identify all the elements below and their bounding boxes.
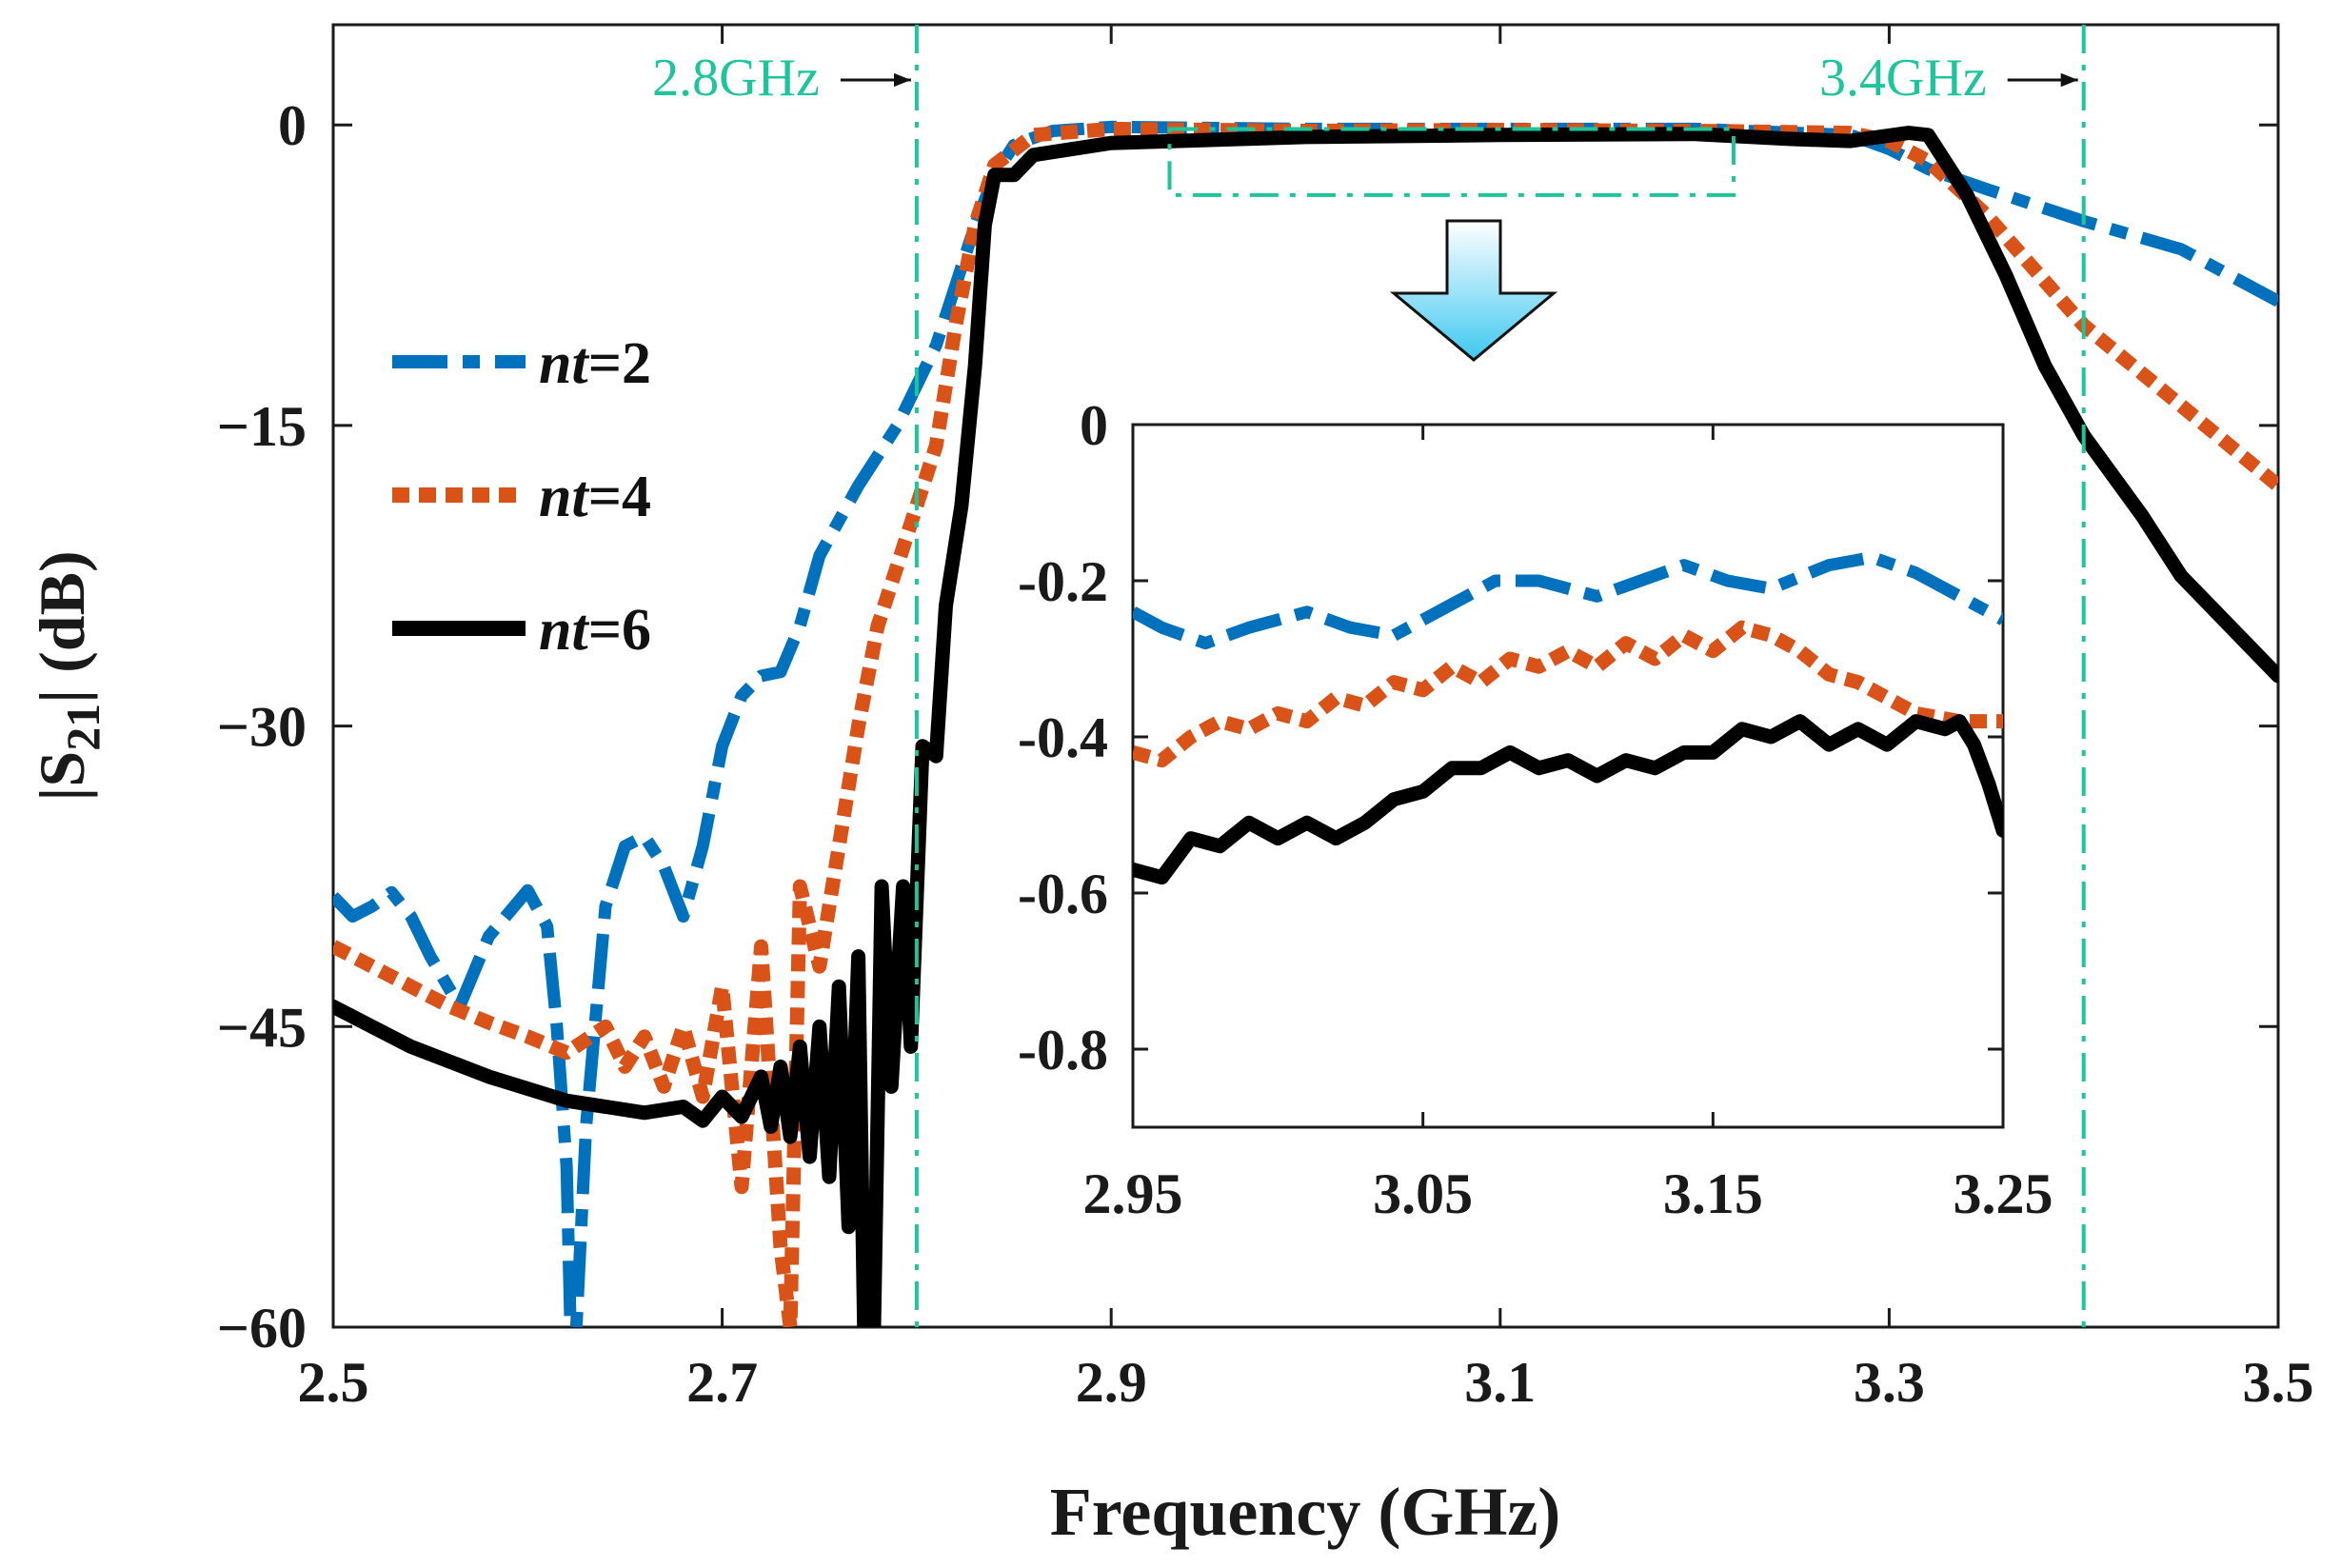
x-axis-title: Frequency (GHz) <box>1050 1474 1561 1550</box>
inset-series-nt6 <box>1133 714 2003 885</box>
down-arrow-icon <box>1389 219 1558 362</box>
main-xtick-label: 3.1 <box>1464 1351 1536 1414</box>
y-axis-title-subscript: 21 <box>56 704 109 751</box>
inset-ytick-label: -0.8 <box>1018 1019 1108 1082</box>
inset-ytick-label: -0.2 <box>1018 550 1108 613</box>
main-ytick-label: −45 <box>217 996 307 1059</box>
inset-xtick-label: 2.95 <box>1083 1162 1183 1225</box>
inset-ytick-label: -0.6 <box>1018 863 1108 925</box>
marker-label-3.4GHz: 3.4GHz <box>1819 49 1987 108</box>
y-axis-title: |S21| (dB) <box>26 550 109 801</box>
main-xtick-label: 3.5 <box>2243 1351 2314 1414</box>
inset-axis-ticks <box>1131 423 2005 1127</box>
inset-series-nt4 <box>1133 620 2003 768</box>
main-xtick-label: 2.5 <box>298 1351 369 1414</box>
marker-label-2.8GHz: 2.8GHz <box>652 49 820 108</box>
inset-series-nt2 <box>1133 550 2003 650</box>
main-xtick-label: 2.7 <box>686 1351 758 1414</box>
zoom-region-box <box>1167 127 1736 197</box>
legend: nt=2 nt=4 nt=6 <box>392 331 651 663</box>
inset-plot-frame <box>1131 423 2005 1129</box>
inset-series-group <box>1133 550 2003 885</box>
legend-label-nt6: nt=6 <box>539 598 651 663</box>
main-ytick-label: −15 <box>217 395 307 458</box>
main-ytick-label: −30 <box>217 696 307 759</box>
inset-ytick-label: -0.4 <box>1018 706 1108 769</box>
svg-text:|S21| (dB): |S21| (dB) <box>26 550 109 801</box>
legend-label-nt4: nt=4 <box>539 465 651 529</box>
main-annotations: 2.8GHz 3.4GHz <box>652 25 2086 1327</box>
main-ytick-label: 0 <box>278 94 307 157</box>
y-axis-title-prefix: |S <box>26 751 98 802</box>
y-axis-title-suffix: | (dB) <box>26 550 98 703</box>
inset-ytick-label: 0 <box>1080 394 1108 457</box>
inset-xtick-label: 3.05 <box>1373 1162 1473 1225</box>
legend-label-nt2: nt=2 <box>539 331 651 396</box>
main-xtick-label: 2.9 <box>1076 1351 1147 1414</box>
main-ytick-label: −60 <box>217 1297 307 1360</box>
main-axis-ticks <box>331 25 2280 1329</box>
main-tick-labels: 2.5 2.7 2.9 3.1 3.3 3.5 0 −15 −30 −45 −60 <box>217 94 2314 1414</box>
inset-xtick-label: 3.25 <box>1954 1162 2053 1225</box>
inset-xtick-label: 3.15 <box>1663 1162 1763 1225</box>
inset-tick-labels: 2.95 3.05 3.15 3.25 0 -0.2 -0.4 -0.6 -0.8 <box>1018 394 2053 1225</box>
main-xtick-label: 3.3 <box>1854 1351 1925 1414</box>
inset-plot: 2.95 3.05 3.15 3.25 0 -0.2 -0.4 -0.6 -0.8 <box>1018 394 2053 1225</box>
